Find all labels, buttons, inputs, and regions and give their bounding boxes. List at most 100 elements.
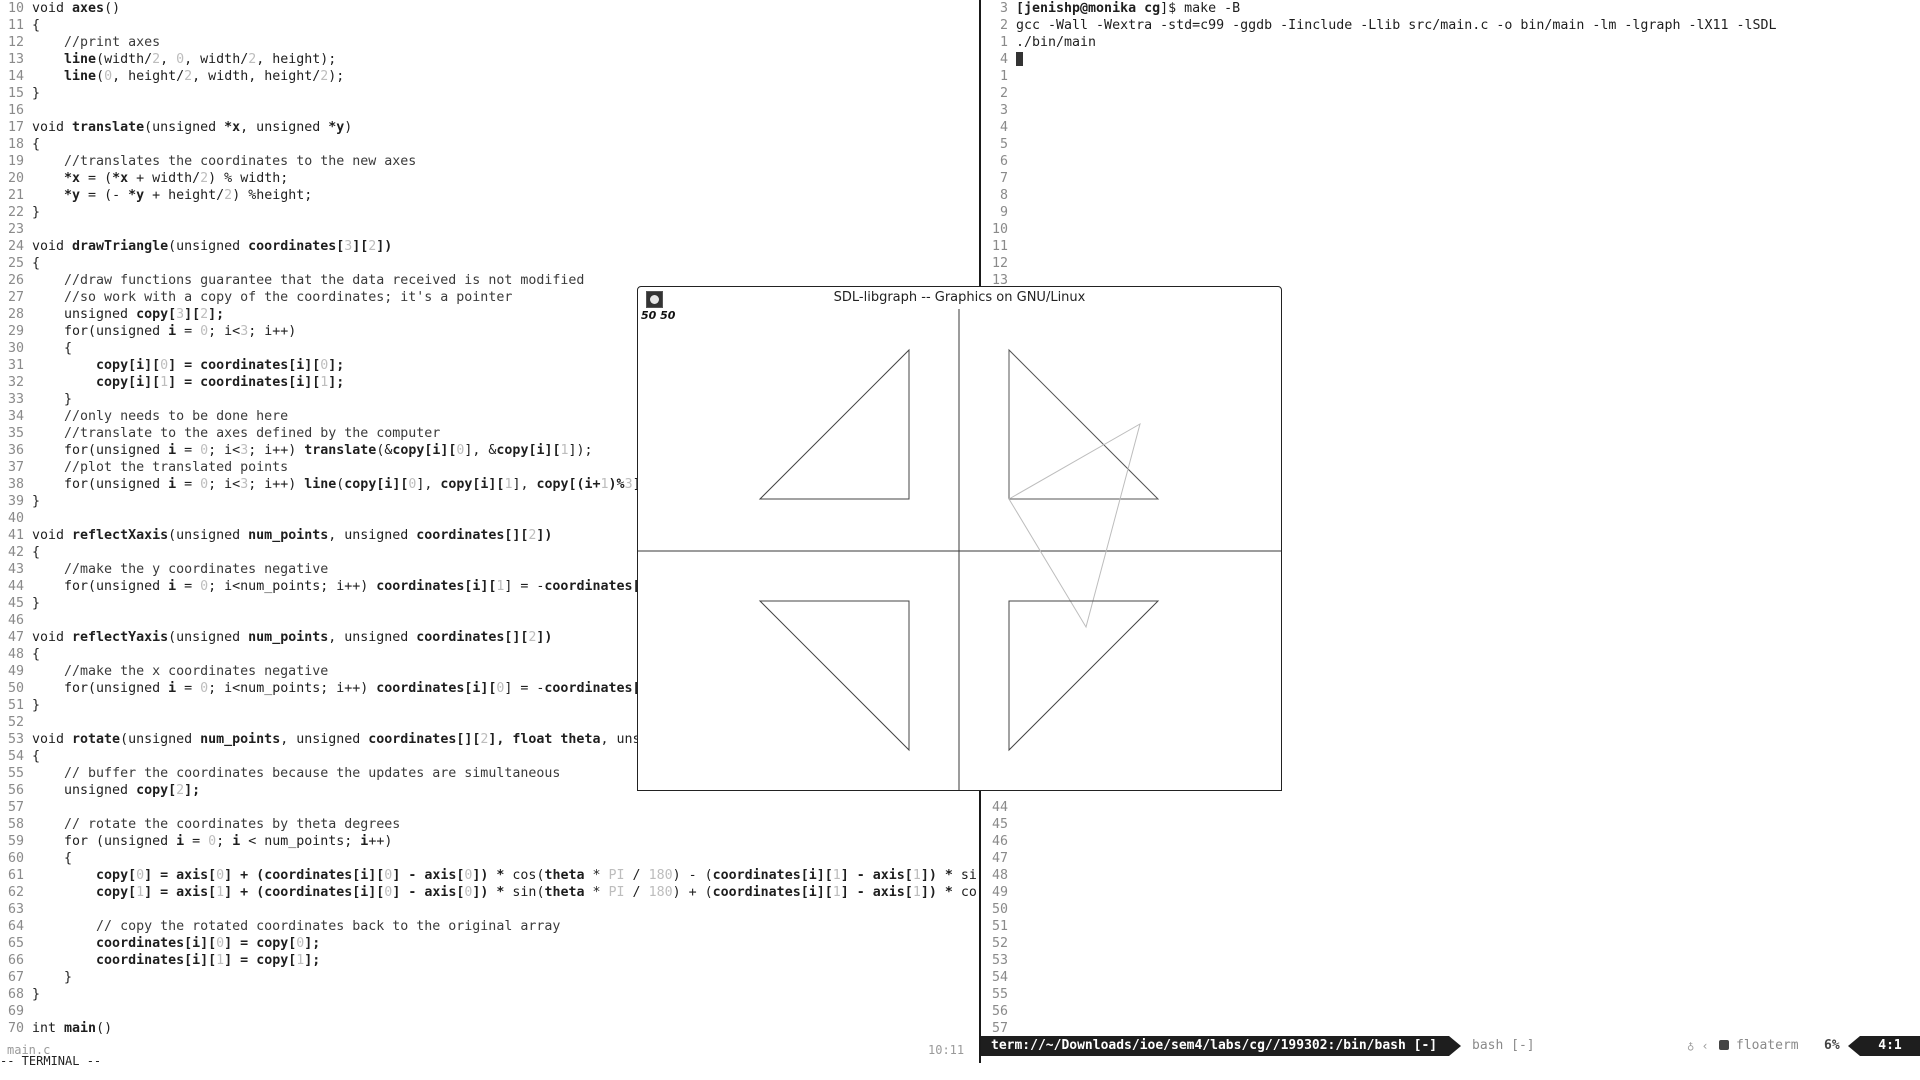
- terminal-line-number: 54: [991, 970, 1008, 985]
- app-icon[interactable]: [646, 291, 663, 308]
- code-line[interactable]: // buffer the coordinates because the up…: [32, 765, 976, 782]
- code-token: 1: [832, 868, 841, 883]
- code-token: num_points: [248, 630, 329, 645]
- line-number: 14: [7, 69, 24, 84]
- code-line[interactable]: copy[1] = axis[1] + (coordinates[i][0] -…: [32, 884, 976, 901]
- code-token: copy[: [256, 936, 297, 951]
- code-line[interactable]: for(unsigned i = 0; i<num_points; i++) c…: [32, 680, 976, 697]
- code-line[interactable]: void translate(unsigned *x, unsigned *y): [32, 119, 976, 136]
- code-line[interactable]: //make the y coordinates negative: [32, 561, 976, 578]
- code-line[interactable]: }: [32, 204, 976, 221]
- code-line[interactable]: //translate to the axes defined by the c…: [32, 425, 976, 442]
- code-line[interactable]: *x = (*x + width/2) % width;: [32, 170, 976, 187]
- code-line[interactable]: [32, 901, 976, 918]
- code-line[interactable]: for (unsigned i = 0; i < num_points; i++…: [32, 833, 976, 850]
- code-line[interactable]: //draw functions guarantee that the data…: [32, 272, 976, 289]
- terminal-output-line: [1016, 170, 1916, 187]
- code-line[interactable]: {: [32, 340, 976, 357]
- code-token: axis[: [872, 885, 913, 900]
- code-line[interactable]: void reflectXaxis(unsigned num_points, u…: [32, 527, 976, 544]
- code-line[interactable]: {: [32, 255, 976, 272]
- graphics-canvas[interactable]: [638, 309, 1281, 790]
- code-line[interactable]: }: [32, 986, 976, 1003]
- code-line[interactable]: void axes(): [32, 0, 976, 17]
- code-line[interactable]: //only needs to be done here: [32, 408, 976, 425]
- code-line[interactable]: copy[0] = axis[0] + (coordinates[i][0] -…: [32, 867, 976, 884]
- code-token: 0: [456, 443, 465, 458]
- code-line[interactable]: for(unsigned i = 0; i<3; i++): [32, 323, 976, 340]
- code-line[interactable]: copy[i][1] = coordinates[i][1];: [32, 374, 976, 391]
- code-line[interactable]: [32, 799, 976, 816]
- code-token: copy[i][: [96, 375, 161, 390]
- code-token: 0: [200, 324, 209, 339]
- tab-bash[interactable]: bash [-]: [1472, 1038, 1535, 1053]
- code-token: //print axes: [64, 35, 161, 50]
- terminal-statusline: term://~/Downloads/ioe/sem4/labs/cg//199…: [981, 1036, 1920, 1056]
- code-line[interactable]: }: [32, 595, 976, 612]
- code-token: copy[i][: [96, 358, 161, 373]
- code-line[interactable]: unsigned copy[3][2];: [32, 306, 976, 323]
- code-line[interactable]: line(width/2, 0, width/2, height);: [32, 51, 976, 68]
- code-token: (unsigned: [144, 120, 225, 135]
- terminal-pane[interactable]: 3 [jenishp@monika cg]$ make -B 2 gcc -Wall …: [982, 0, 1920, 1045]
- code-line[interactable]: [32, 221, 976, 238]
- code-line[interactable]: line(0, height/2, width, height/2);: [32, 68, 976, 85]
- code-token: 0: [464, 868, 473, 883]
- line-number: 70: [7, 1021, 24, 1036]
- code-line[interactable]: void rotate(unsigned num_points, unsigne…: [32, 731, 976, 748]
- code-line[interactable]: for(unsigned i = 0; i<num_points; i++) c…: [32, 578, 976, 595]
- code-line[interactable]: }: [32, 493, 976, 510]
- code-line[interactable]: [32, 1003, 976, 1020]
- code-line[interactable]: for(unsigned i = 0; i<3; i++) line(copy[…: [32, 476, 976, 493]
- code-line[interactable]: void drawTriangle(unsigned coordinates[3…: [32, 238, 976, 255]
- code-line[interactable]: // copy the rotated coordinates back to …: [32, 918, 976, 935]
- code-line[interactable]: // rotate the coordinates by theta degre…: [32, 816, 976, 833]
- code-line[interactable]: //make the x coordinates negative: [32, 663, 976, 680]
- code-token: [32, 409, 64, 424]
- code-token: ; i++): [248, 477, 305, 492]
- code-token: ; i<num_points; i++): [208, 681, 377, 696]
- code-line[interactable]: int main(): [32, 1020, 976, 1037]
- code-token: , width/: [184, 52, 249, 67]
- code-line[interactable]: void reflectYaxis(unsigned num_points, u…: [32, 629, 976, 646]
- terminal-path-segment[interactable]: term://~/Downloads/ioe/sem4/labs/cg//199…: [981, 1036, 1449, 1056]
- code-line[interactable]: {: [32, 850, 976, 867]
- code-line[interactable]: coordinates[i][1] = copy[1];: [32, 952, 976, 969]
- sdl-graphics-window[interactable]: SDL-libgraph -- Graphics on GNU/Linux 50…: [637, 286, 1282, 791]
- code-line[interactable]: copy[i][0] = coordinates[i][0];: [32, 357, 976, 374]
- code-line[interactable]: {: [32, 646, 976, 663]
- code-line[interactable]: }: [32, 85, 976, 102]
- terminal-output-line: ./bin/main: [1016, 35, 1097, 50]
- terminal-cursor[interactable]: [1016, 52, 1023, 66]
- code-line[interactable]: *y = (- *y + height/2) %height;: [32, 187, 976, 204]
- code-line[interactable]: }: [32, 969, 976, 986]
- terminal-line-number: 4: [999, 120, 1008, 135]
- code-line[interactable]: }: [32, 697, 976, 714]
- editor-pane[interactable]: 10 void axes() 11{12 //print axes 13 line(w…: [0, 0, 976, 1045]
- code-line[interactable]: }: [32, 391, 976, 408]
- code-line[interactable]: {: [32, 748, 976, 765]
- code-line[interactable]: {: [32, 17, 976, 34]
- terminal-output-line: [1016, 136, 1916, 153]
- code-line[interactable]: coordinates[i][0] = copy[0];: [32, 935, 976, 952]
- code-line[interactable]: {: [32, 136, 976, 153]
- code-token: PI: [608, 885, 625, 900]
- line-number: 51: [7, 698, 24, 713]
- code-line[interactable]: //so work with a copy of the coordinates…: [32, 289, 976, 306]
- code-line[interactable]: [32, 102, 976, 119]
- code-token: )%: [608, 477, 625, 492]
- code-token: {: [32, 545, 41, 560]
- code-token: 2: [248, 52, 257, 67]
- code-line[interactable]: //plot the translated points: [32, 459, 976, 476]
- code-line[interactable]: unsigned copy[2];: [32, 782, 976, 799]
- line-number: 11: [7, 18, 24, 33]
- code-line[interactable]: {: [32, 544, 976, 561]
- code-line[interactable]: //translates the coordinates to the new …: [32, 153, 976, 170]
- code-line[interactable]: //print axes: [32, 34, 976, 51]
- code-token: 0: [200, 579, 209, 594]
- code-token: ] = -: [504, 579, 545, 594]
- window-title[interactable]: SDL-libgraph -- Graphics on GNU/Linux: [833, 290, 1086, 305]
- code-token: coordinates[i][: [712, 868, 833, 883]
- code-token: 0: [176, 52, 185, 67]
- code-line[interactable]: for(unsigned i = 0; i<3; i++) translate(…: [32, 442, 976, 459]
